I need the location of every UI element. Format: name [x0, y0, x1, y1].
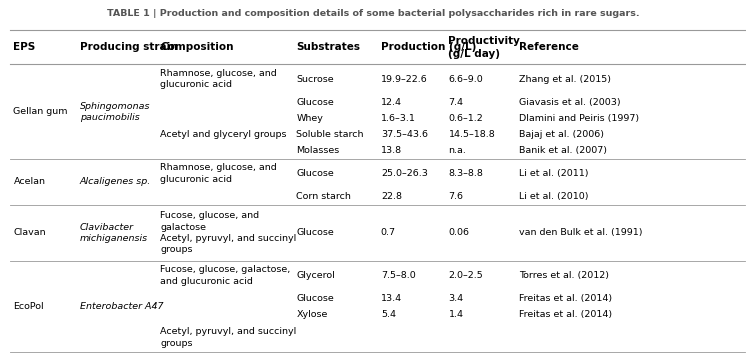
Text: 3.4: 3.4: [448, 294, 463, 303]
Text: 12.4: 12.4: [380, 98, 402, 106]
Text: Bajaj et al. (2006): Bajaj et al. (2006): [519, 130, 604, 139]
Text: 0.7: 0.7: [380, 228, 396, 237]
Text: 1.4: 1.4: [448, 310, 463, 319]
Text: Reference: Reference: [519, 42, 579, 52]
Text: Molasses: Molasses: [296, 146, 339, 155]
Text: 25.0–26.3: 25.0–26.3: [380, 169, 427, 178]
Text: 0.06: 0.06: [448, 228, 469, 237]
Text: 1.6–3.1: 1.6–3.1: [380, 114, 416, 123]
Text: Glucose: Glucose: [296, 228, 334, 237]
Text: Freitas et al. (2014): Freitas et al. (2014): [519, 310, 612, 319]
Text: Fucose, glucose, galactose,
and glucuronic acid: Fucose, glucose, galactose, and glucuron…: [160, 266, 291, 286]
Text: 8.3–8.8: 8.3–8.8: [448, 169, 483, 178]
Text: Glucose: Glucose: [296, 294, 334, 303]
Text: Li et al. (2011): Li et al. (2011): [519, 169, 589, 178]
Text: Glucose: Glucose: [296, 169, 334, 178]
Text: 13.4: 13.4: [380, 294, 402, 303]
Text: van den Bulk et al. (1991): van den Bulk et al. (1991): [519, 228, 642, 237]
Text: EPS: EPS: [13, 42, 36, 52]
Text: 5.4: 5.4: [380, 310, 396, 319]
Text: Rhamnose, glucose, and
glucuronic acid: Rhamnose, glucose, and glucuronic acid: [160, 163, 278, 184]
Text: Zhang et al. (2015): Zhang et al. (2015): [519, 75, 611, 84]
Text: Productivity
(g/L day): Productivity (g/L day): [448, 36, 520, 58]
Text: 2.0–2.5: 2.0–2.5: [448, 271, 483, 280]
Text: Giavasis et al. (2003): Giavasis et al. (2003): [519, 98, 621, 106]
Text: Clavibacter
michiganensis: Clavibacter michiganensis: [80, 222, 148, 243]
Text: Enterobacter A47: Enterobacter A47: [80, 302, 163, 311]
Text: Glucose: Glucose: [296, 98, 334, 106]
Text: Torres et al. (2012): Torres et al. (2012): [519, 271, 609, 280]
Text: Acetyl and glyceryl groups: Acetyl and glyceryl groups: [160, 130, 287, 139]
Text: Acelan: Acelan: [13, 177, 46, 186]
Text: Sucrose: Sucrose: [296, 75, 334, 84]
Text: Sphingomonas
paucimobilis: Sphingomonas paucimobilis: [80, 101, 150, 122]
Text: Banik et al. (2007): Banik et al. (2007): [519, 146, 607, 155]
Text: 0.6–1.2: 0.6–1.2: [448, 114, 483, 123]
Text: Producing strain: Producing strain: [80, 42, 178, 52]
Text: 13.8: 13.8: [380, 146, 402, 155]
Text: Clavan: Clavan: [13, 228, 46, 237]
Text: Substrates: Substrates: [296, 42, 360, 52]
Text: EcoPol: EcoPol: [13, 302, 44, 311]
Text: 19.9–22.6: 19.9–22.6: [380, 75, 427, 84]
Text: Whey: Whey: [296, 114, 323, 123]
Text: Alcaligenes sp.: Alcaligenes sp.: [80, 177, 151, 186]
Text: Li et al. (2010): Li et al. (2010): [519, 192, 589, 201]
Text: Acetyl, pyruvyl, and succinyl
groups: Acetyl, pyruvyl, and succinyl groups: [160, 328, 297, 347]
Text: 6.6–9.0: 6.6–9.0: [448, 75, 483, 84]
Text: TABLE 1 | Production and composition details of some bacterial polysaccharides r: TABLE 1 | Production and composition det…: [107, 9, 639, 18]
Text: 7.4: 7.4: [448, 98, 463, 106]
Text: 7.5–8.0: 7.5–8.0: [380, 271, 416, 280]
Text: Dlamini and Peiris (1997): Dlamini and Peiris (1997): [519, 114, 639, 123]
Text: 7.6: 7.6: [448, 192, 463, 201]
Text: 22.8: 22.8: [380, 192, 402, 201]
Text: Composition: Composition: [160, 42, 234, 52]
Text: Rhamnose, glucose, and
glucuronic acid: Rhamnose, glucose, and glucuronic acid: [160, 69, 278, 89]
Text: Production (g/L): Production (g/L): [380, 42, 476, 52]
Text: Freitas et al. (2014): Freitas et al. (2014): [519, 294, 612, 303]
Text: Gellan gum: Gellan gum: [13, 107, 68, 116]
Text: Corn starch: Corn starch: [296, 192, 351, 201]
Text: Xylose: Xylose: [296, 310, 327, 319]
Text: 14.5–18.8: 14.5–18.8: [448, 130, 495, 139]
Text: 37.5–43.6: 37.5–43.6: [380, 130, 428, 139]
Text: Soluble starch: Soluble starch: [296, 130, 364, 139]
Text: Glycerol: Glycerol: [296, 271, 335, 280]
Text: n.a.: n.a.: [448, 146, 466, 155]
Text: Fucose, glucose, and
galactose
Acetyl, pyruvyl, and succinyl
groups: Fucose, glucose, and galactose Acetyl, p…: [160, 211, 297, 254]
